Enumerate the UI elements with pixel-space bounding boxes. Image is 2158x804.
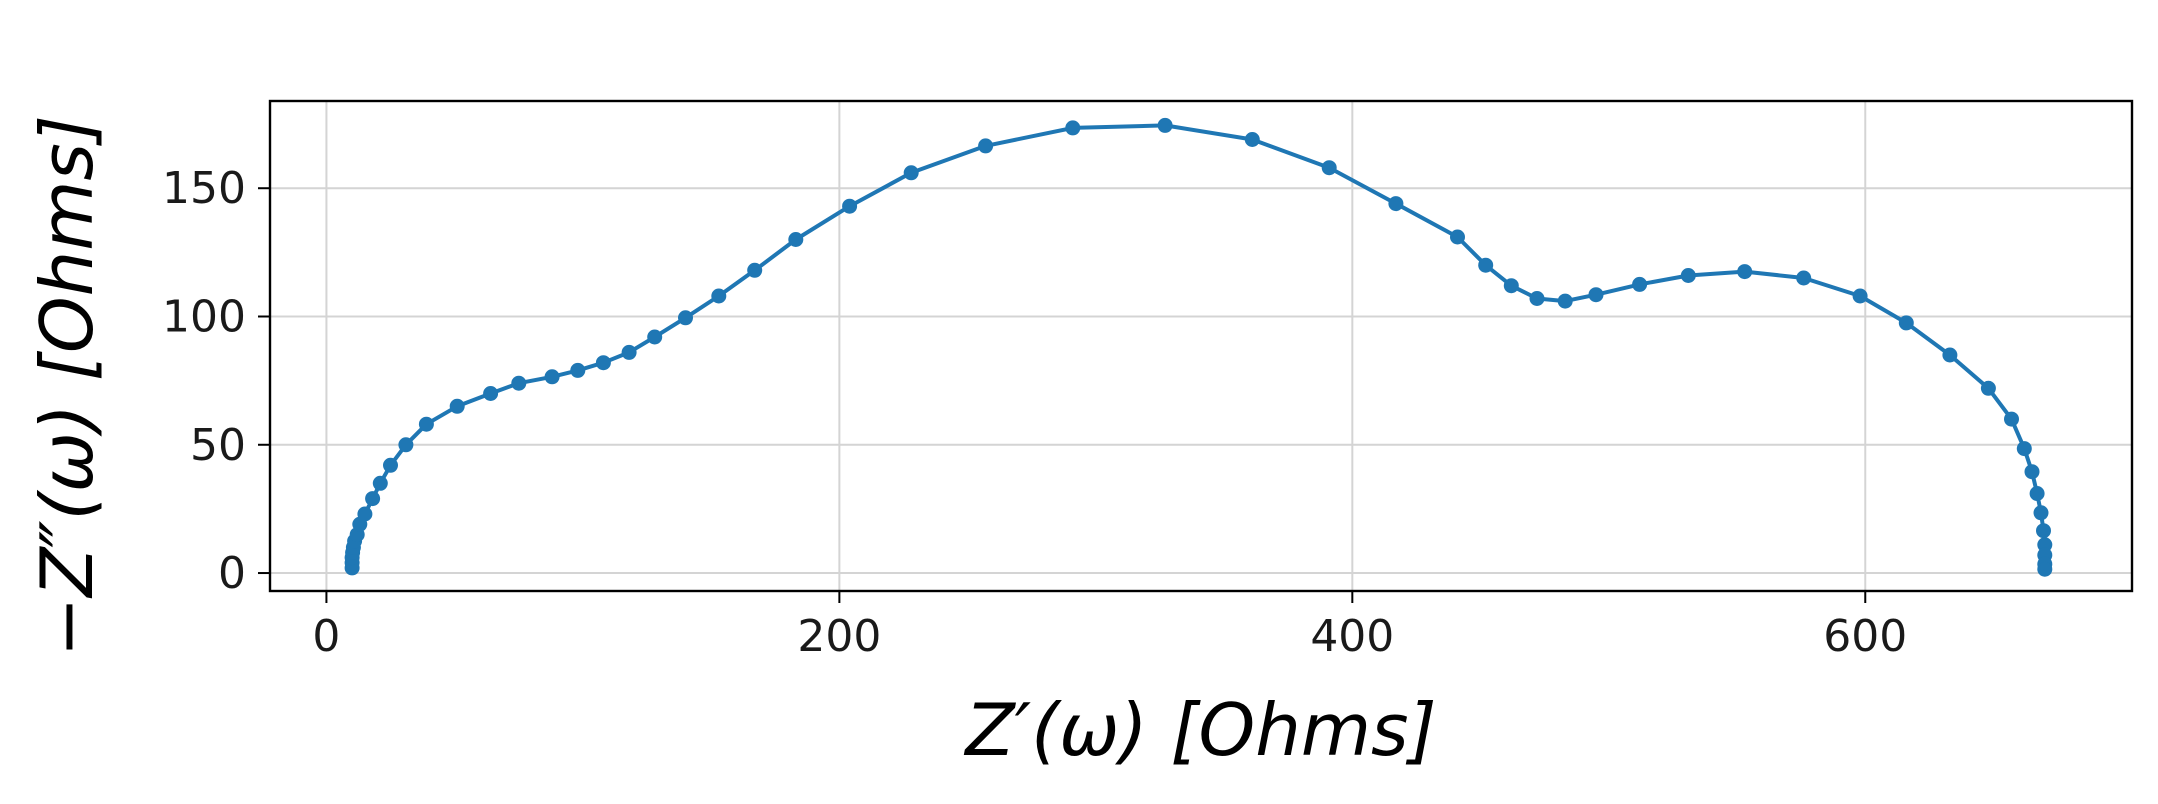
data-point <box>788 232 804 247</box>
data-point <box>678 310 693 326</box>
data-point <box>1450 229 1465 245</box>
data-point <box>2037 537 2053 553</box>
y-tick-label: 50 <box>190 420 246 471</box>
x-tick-label: 400 <box>1310 611 1394 662</box>
data-point <box>842 198 858 214</box>
data-point <box>357 506 373 522</box>
data-point <box>418 416 434 432</box>
data-point <box>1680 268 1696 283</box>
data-point <box>2024 464 2040 480</box>
data-point <box>544 369 560 385</box>
data-point <box>1557 293 1573 309</box>
data-point <box>1737 264 1753 280</box>
data-point <box>903 165 919 181</box>
data-point <box>2029 486 2045 501</box>
data-point <box>383 457 398 473</box>
data-point <box>511 375 527 391</box>
plot-frame <box>268 99 2134 593</box>
data-point <box>711 288 727 304</box>
series-layer <box>344 117 2053 577</box>
x-tick-label: 0 <box>312 611 340 662</box>
data-point <box>372 475 388 491</box>
x-tick-label: 200 <box>797 611 881 662</box>
data-point <box>1503 278 1519 294</box>
data-point <box>647 329 663 345</box>
data-point <box>2004 411 2019 427</box>
data-point <box>1244 132 1260 147</box>
y-tick-label: 100 <box>162 291 246 342</box>
data-point <box>365 491 381 507</box>
data-point <box>978 138 994 154</box>
data-point <box>1388 196 1404 212</box>
data-point <box>1588 287 1604 303</box>
data-point <box>2033 505 2049 521</box>
data-point <box>398 437 414 453</box>
data-point <box>2037 561 2053 577</box>
data-point <box>2036 523 2051 539</box>
data-point <box>1898 315 1914 331</box>
data-point <box>595 355 611 371</box>
data-point <box>1478 257 1494 273</box>
data-point <box>747 262 763 278</box>
y-axis-label: −Z″(ω) [Ohms] <box>25 115 109 657</box>
data-point <box>1529 291 1545 306</box>
data-point <box>1852 288 1868 304</box>
grid-lines <box>270 101 2132 591</box>
x-axis-label: Z′(ω) [Ohms] <box>963 688 1436 772</box>
data-point <box>1157 117 1173 133</box>
series-line <box>350 123 2047 570</box>
x-tick-label: 600 <box>1823 611 1907 662</box>
data-point <box>1980 380 1996 396</box>
data-point <box>621 344 637 360</box>
data-point <box>449 398 465 414</box>
data-point <box>2016 441 2032 457</box>
data-point <box>1942 347 1958 363</box>
y-tick-label: 150 <box>162 163 246 214</box>
data-point <box>1632 276 1648 292</box>
y-tick-label: 0 <box>218 548 246 599</box>
data-point <box>1065 120 1081 136</box>
data-point <box>483 386 499 401</box>
data-point <box>570 362 586 378</box>
data-point <box>1796 270 1812 286</box>
data-point <box>1321 160 1337 176</box>
axis-ticks: 0 200 400 600 0 50 100 150 <box>162 163 1907 662</box>
